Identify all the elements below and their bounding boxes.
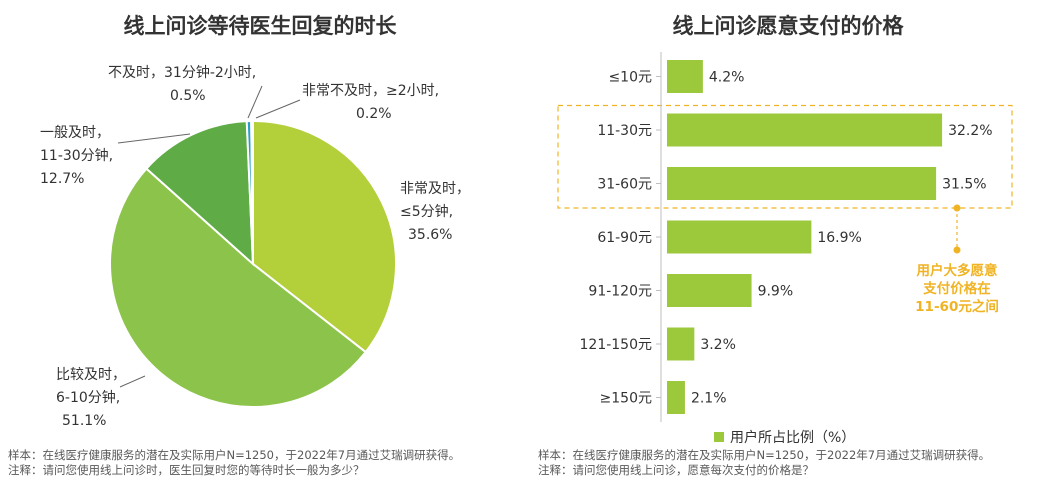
pie-slice (144, 120, 255, 267)
bar-chart-title: 线上问诊愿意支付的价格 (672, 14, 904, 38)
bar (667, 274, 752, 307)
pie-chart: 非常及时， ≤5分钟, 35.6% 比较及时， 6-10分钟, 51.1% 一般及时， 11-… (40, 64, 470, 429)
annotation-text: 用户大多愿意 (917, 262, 998, 279)
pie-slice-label: 11-30分钟, (40, 147, 113, 164)
pie-question-note: 注释：请问您使用线上问诊时，医生回复时您的等待时长一般为多少？ (8, 463, 365, 477)
pie-leader-line (255, 99, 301, 119)
pie-slice-label: 比较及时， (56, 367, 126, 383)
pie-slice-label: 非常及时， (400, 181, 470, 197)
pie-slice (252, 119, 397, 354)
pie-slice-value: 35.6% (408, 227, 452, 243)
bar-value-label: 16.9% (817, 230, 861, 246)
pie-slice (109, 167, 368, 408)
legend-swatch (714, 432, 724, 442)
bar (667, 167, 937, 200)
pie-slice-label: 一般及时， (40, 125, 110, 141)
pie-slice-value: 0.2% (356, 106, 392, 122)
pie-leader-line (117, 133, 191, 144)
pie-chart-panel: 线上问诊等待医生回复的时长 非常及时， ≤5分钟, 35.6% 比较及时， 6-10分钟… (0, 0, 520, 485)
bar (667, 60, 703, 93)
pie-chart-title: 线上问诊等待医生回复的时长 (123, 14, 397, 38)
annotation-text: 支付价格在 (922, 280, 991, 297)
category-label: 61-90元 (597, 230, 652, 246)
annotation-dot (953, 204, 961, 212)
bar (667, 220, 812, 254)
category-label: 91-120元 (588, 284, 652, 300)
bar-sample-note: 样本：在线医疗健康服务的潜在及实际用户N=1250，于2022年7月通过艾瑞调研… (538, 448, 991, 462)
bar-value-label: 2.1% (691, 391, 727, 407)
pie-slice-label: ≤5分钟, (400, 203, 453, 220)
bar (667, 381, 685, 414)
pie-slice (250, 119, 254, 265)
pie-slice-label: 不及时，31分钟-2小时, (108, 64, 256, 81)
bar-value-label: 9.9% (758, 284, 794, 300)
category-label: 11-30元 (597, 123, 652, 139)
pie-leader-line (247, 85, 263, 119)
pie-slice-value: 12.7% (40, 171, 84, 187)
annotation-dot (953, 246, 961, 254)
bar-value-label: 4.2% (709, 70, 745, 86)
pie-slice-label: 非常不及时，≥2小时, (302, 83, 439, 99)
pie-sample-note: 样本：在线医疗健康服务的潜在及实际用户N=1250，于2022年7月通过艾瑞调研… (8, 448, 461, 462)
category-label: 31-60元 (597, 177, 652, 193)
pie-leader-line (119, 375, 146, 388)
category-label: ≥150元 (600, 391, 652, 407)
bar-value-label: 3.2% (700, 337, 736, 353)
annotation-text: 11-60元之间 (915, 298, 999, 315)
pie-slice-value: 0.5% (170, 88, 206, 104)
pie-slice-label: 6-10分钟, (56, 389, 120, 406)
legend-label: 用户所占比例（%） (730, 429, 855, 446)
highlight-box (557, 104, 1013, 209)
bar-value-label: 32.2% (948, 123, 992, 139)
bar-question-note: 注释：请问您使用线上问诊，愿意每次支付的价格是？ (538, 463, 814, 477)
bar (667, 327, 695, 361)
bar-chart: ≤10元 4.2% 11-30元 32.2% 31-60元 31.5% 61-90元 16.9… (557, 52, 1013, 446)
category-label: 121-150元 (580, 337, 653, 353)
category-label: ≤10元 (608, 70, 652, 86)
pie-slice-value: 51.1% (62, 413, 106, 429)
bar-chart-panel: 线上问诊愿意支付的价格 ≤10元 4.2% 11-30元 32.2% 31-60元 31.… (530, 0, 1046, 485)
bar (667, 113, 943, 147)
bar-value-label: 31.5% (942, 177, 986, 193)
